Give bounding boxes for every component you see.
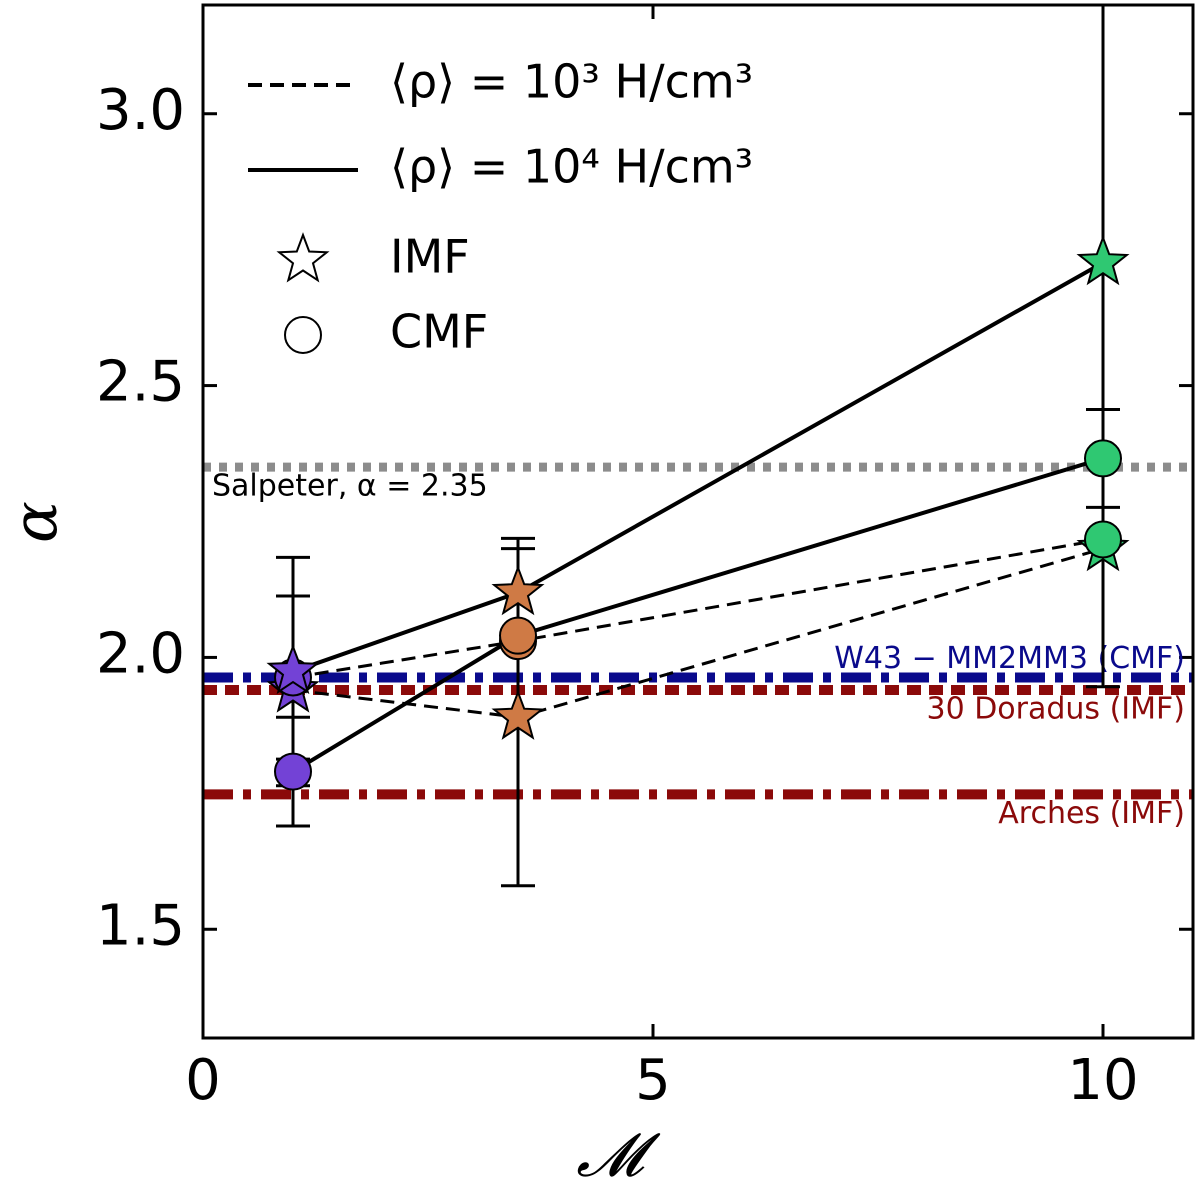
star-marker [266, 643, 320, 695]
legend-label: ⟨ρ⟩ = 10³ H/cm³ [390, 55, 753, 109]
circle-marker [1084, 520, 1122, 559]
x-tick-label: 10 [1067, 1048, 1138, 1113]
y-tick-label: 2.0 [96, 622, 185, 687]
legend-label: ⟨ρ⟩ = 10⁴ H/cm³ [390, 140, 753, 194]
star-marker [491, 564, 545, 616]
x-tick-label: 0 [185, 1048, 221, 1113]
legend-circle [284, 316, 322, 354]
y-tick-label: 2.5 [96, 350, 185, 415]
legend-label: IMF [390, 230, 470, 284]
circle-marker [274, 752, 312, 791]
star-marker [491, 689, 545, 740]
x-tick-label: 5 [635, 1048, 671, 1113]
circle-marker [499, 616, 537, 655]
circle-marker [1084, 439, 1122, 478]
plot-frame [201, 3, 1195, 1040]
y-axis-label: α [0, 501, 71, 543]
reference-label: Arches (IMF) [998, 796, 1185, 831]
legend-star [276, 232, 330, 283]
reference-label: Salpeter, α = 2.35 [212, 469, 488, 504]
x-axis-label: 𝓜 [576, 1121, 661, 1191]
y-tick-label: 1.5 [96, 893, 185, 958]
reference-label: 30 Doradus (IMF) [926, 692, 1185, 727]
star-marker [1076, 234, 1130, 286]
y-tick-label: 3.0 [96, 78, 185, 143]
reference-label: W43 − MM2MM3 (CMF) [834, 641, 1185, 676]
legend-label: CMF [390, 305, 488, 359]
